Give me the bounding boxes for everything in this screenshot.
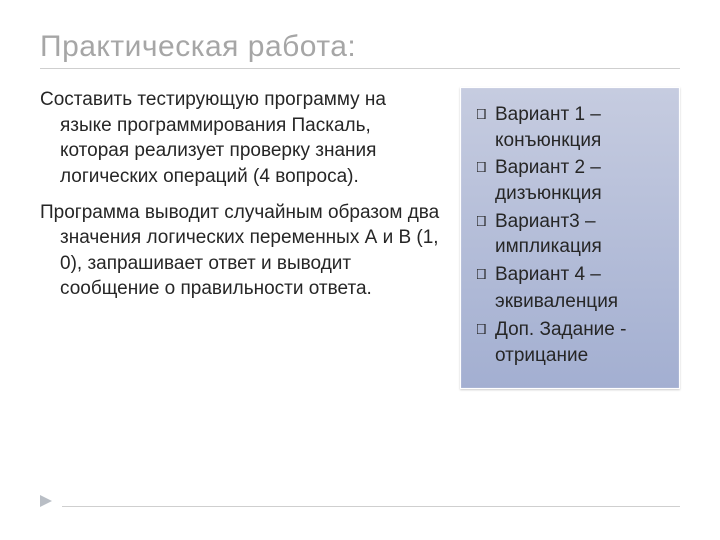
bullet-icon: [477, 262, 491, 279]
variant-4: Вариант 4 –: [495, 262, 663, 288]
variant-1: Вариант 1 – конъюнкция: [495, 102, 663, 153]
right-panel: Вариант 1 – конъюнкция Вариант 2 – дизъю…: [460, 87, 680, 389]
bullet-icon: [477, 317, 491, 334]
bullet-icon: [477, 209, 491, 226]
list-item: Доп. Задание - отрицание: [477, 317, 663, 368]
list-item: Вариант 2 – дизъюнкция: [477, 155, 663, 206]
content-columns: Составить тестирующую программу на языке…: [40, 87, 680, 389]
footer-rule: [62, 506, 680, 507]
extra-task: Доп. Задание - отрицание: [495, 317, 663, 368]
list-item: Вариант 1 – конъюнкция: [477, 102, 663, 153]
plain-line: эквиваленция: [477, 289, 663, 315]
bullet-icon: [477, 155, 491, 172]
task-paragraph-1: Составить тестирующую программу на языке…: [40, 87, 440, 190]
bullet-icon: [477, 102, 491, 119]
variant-4-cont: эквиваленция: [495, 289, 663, 315]
list-item: Вариант 4 –: [477, 262, 663, 288]
slide: Практическая работа: Составить тестирующ…: [0, 0, 720, 540]
title-underline: [40, 68, 680, 69]
slide-title: Практическая работа:: [40, 30, 680, 64]
footer-arrow-icon: [40, 494, 56, 512]
variant-3: Вариант3 – импликация: [495, 209, 663, 260]
list-item: Вариант3 – импликация: [477, 209, 663, 260]
left-column: Составить тестирующую программу на языке…: [40, 87, 440, 389]
variant-2: Вариант 2 – дизъюнкция: [495, 155, 663, 206]
task-paragraph-2: Программа выводит случайным образом два …: [40, 200, 440, 303]
